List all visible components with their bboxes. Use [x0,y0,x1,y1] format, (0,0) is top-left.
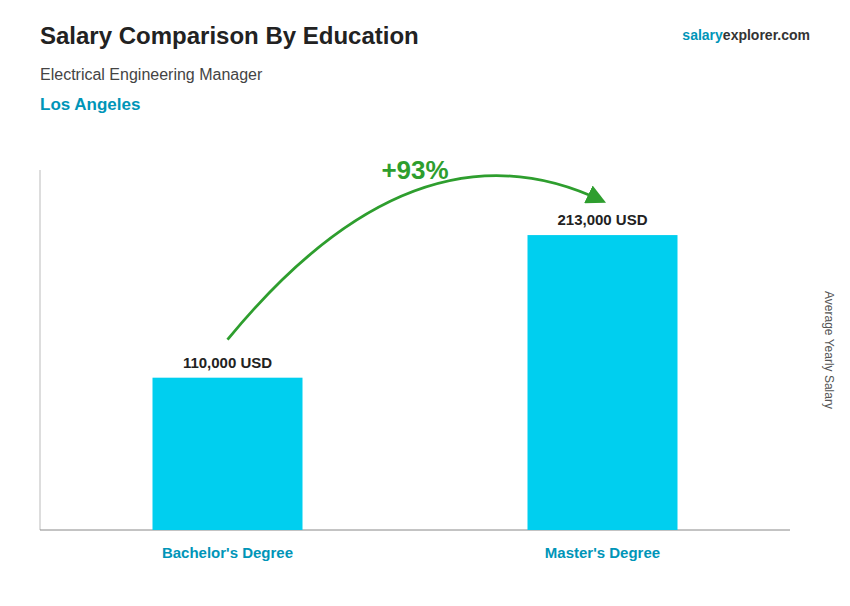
change-arrow [228,176,603,340]
change-label: +93% [381,155,448,185]
bar [153,378,303,530]
y-axis-line [40,170,41,530]
category-label: Master's Degree [545,544,660,561]
bars [153,235,678,530]
brand-part: explorer.com [723,27,810,43]
data-label: 110,000 USD [183,354,272,371]
chart-container: Salary Comparison By Education salaryexpl… [0,0,850,606]
subtitle: Electrical Engineering Manager [40,66,263,83]
brand-part: salary [682,27,723,43]
category-label: Bachelor's Degree [162,544,293,561]
title: Salary Comparison By Education [40,22,419,49]
y-axis-label: Average Yearly Salary [822,291,836,409]
brand: salaryexplorer.com [682,27,810,43]
location: Los Angeles [40,95,140,114]
chart: Salary Comparison By Education salaryexpl… [0,0,850,606]
bar [528,235,678,530]
data-label: 213,000 USD [557,211,647,228]
